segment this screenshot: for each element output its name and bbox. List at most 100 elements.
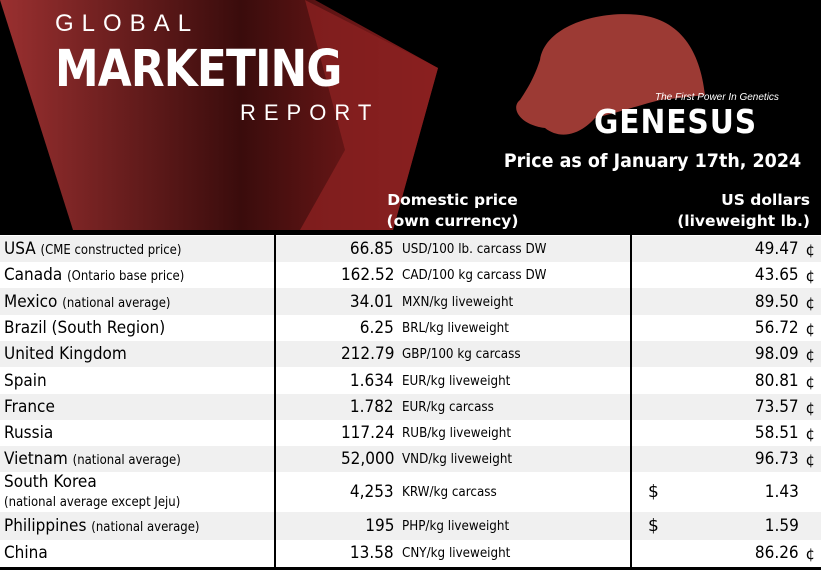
header-line: US dollars — [721, 191, 810, 209]
usd-header: US dollars (liveweight lb.) — [650, 190, 810, 232]
country-name: Russia — [4, 423, 54, 443]
country-cell: Russia — [4, 423, 53, 443]
usd-value: 56.72 — [755, 318, 799, 338]
table-row: Mexico (national average) 34.01 MXN/kg liv… — [0, 288, 821, 315]
table-row: Philippines (national average) 195 PHP/kg … — [0, 512, 821, 540]
usd-value: 96.73 — [755, 449, 799, 469]
table-row: France 1.782 EUR/kg carcass 73.57 ¢ — [0, 394, 821, 420]
domestic-price: 117.24 — [340, 423, 394, 443]
country-name: Mexico — [4, 291, 58, 312]
domestic-price: 1.634 — [350, 370, 394, 391]
logo-tagline: The First Power In Genetics — [655, 92, 779, 103]
country-note: (national average) — [62, 295, 171, 311]
price-unit: RUB/kg liveweight — [402, 426, 512, 441]
genesus-logo: GENESUS — [594, 102, 758, 141]
cent-sign: ¢ — [805, 372, 815, 391]
column-divider — [630, 235, 632, 567]
cent-sign: ¢ — [805, 241, 815, 259]
country-cell: Canada (Ontario base price) — [4, 265, 184, 285]
dollar-sign: $ — [648, 482, 659, 502]
usd-value: 89.50 — [755, 291, 799, 312]
header-line: (liveweight lb.) — [677, 212, 810, 230]
table-row: China 13.58 CNY/kg liveweight 86.26 ¢ — [0, 540, 821, 566]
price-unit: BRL/kg liveweight — [402, 321, 509, 336]
country-name: Canada — [4, 265, 63, 285]
country-name: USA — [4, 239, 36, 259]
table-row: Canada (Ontario base price) 162.52 CAD/100… — [0, 262, 821, 288]
dollar-sign: $ — [648, 516, 659, 536]
domestic-price: 1.782 — [350, 397, 394, 417]
cent-sign: ¢ — [805, 293, 815, 312]
usd-value: 43.65 — [755, 265, 799, 285]
country-note: (national average except Jeju) — [4, 495, 181, 510]
table-row: United Kingdom 212.79 GBP/100 kg carcass 9… — [0, 341, 821, 367]
domestic-price: 4,253 — [350, 482, 394, 502]
price-unit: CNY/kg liveweight — [402, 546, 511, 561]
country-name: Philippines — [4, 516, 87, 536]
table-row: Brazil (South Region) 6.25 BRL/kg livewei… — [0, 315, 821, 341]
domestic-price: 195 — [364, 516, 394, 536]
brand-marketing: MARKETING — [55, 40, 342, 99]
header-line: (own currency) — [386, 212, 519, 230]
cent-sign: ¢ — [805, 346, 815, 364]
country-name: Spain — [4, 370, 47, 391]
price-unit: KRW/kg carcass — [402, 485, 497, 500]
domestic-price: 66.85 — [350, 239, 394, 259]
price-unit: PHP/kg liveweight — [402, 519, 510, 534]
table-row: South Korea (national average except Jeju… — [0, 472, 821, 512]
country-note: (national average) — [72, 453, 181, 468]
usd-value: 1.43 — [764, 482, 799, 502]
column-divider — [274, 235, 276, 567]
price-unit: MXN/kg liveweight — [402, 294, 514, 310]
price-date: Price as of January 17th, 2024 — [503, 150, 801, 172]
boar-logo-icon — [516, 14, 705, 135]
table-row: Russia 117.24 RUB/kg liveweight 58.51 ¢ — [0, 420, 821, 446]
country-cell: United Kingdom — [4, 344, 127, 364]
country-cell: USA (CME constructed price) — [4, 239, 181, 259]
country-cell: Vietnam (national average) — [4, 449, 181, 469]
domestic-price: 212.79 — [340, 344, 394, 364]
domestic-price: 13.58 — [350, 543, 394, 563]
report-header: GLOBAL MARKETING REPORT The First Power … — [0, 0, 821, 234]
price-table: USA (CME constructed price) 66.85 USD/100 … — [0, 235, 821, 567]
country-name: Vietnam — [4, 449, 68, 469]
country-cell: China — [4, 543, 48, 563]
cent-sign: ¢ — [805, 545, 815, 563]
cent-sign: ¢ — [805, 320, 815, 338]
cent-sign: ¢ — [805, 451, 815, 469]
usd-value: 80.81 — [755, 370, 799, 391]
price-unit: EUR/kg liveweight — [402, 373, 511, 389]
country-note: (Ontario base price) — [67, 269, 185, 284]
cent-sign: ¢ — [805, 425, 815, 443]
price-unit: EUR/kg carcass — [402, 400, 494, 415]
domestic-price: 6.25 — [359, 318, 394, 338]
banner-graphic — [0, 0, 705, 230]
price-unit: VND/kg liveweight — [402, 452, 513, 467]
domestic-price: 34.01 — [350, 291, 394, 312]
country-cell: Philippines (national average) — [4, 516, 199, 536]
country-name: South Korea — [4, 472, 97, 492]
cent-sign: ¢ — [805, 399, 815, 417]
price-unit: GBP/100 kg carcass — [402, 347, 521, 362]
country-name: United Kingdom — [4, 344, 127, 364]
country-cell: South Korea (national average except Jeju… — [4, 473, 180, 512]
country-name: France — [4, 397, 55, 417]
country-note: (national average) — [91, 520, 200, 535]
table-row: Spain 1.634 EUR/kg liveweight 80.81 ¢ — [0, 367, 821, 394]
domestic-price-header: Domestic price (own currency) — [360, 190, 545, 232]
country-cell: Mexico (national average) — [4, 292, 170, 312]
usd-value: 58.51 — [755, 423, 799, 443]
country-name: Brazil (South Region) — [4, 318, 166, 338]
cent-sign: ¢ — [805, 267, 815, 285]
price-unit: CAD/100 kg carcass DW — [402, 268, 547, 283]
usd-value: 98.09 — [755, 344, 799, 364]
usd-value: 73.57 — [755, 397, 799, 417]
domestic-price: 162.52 — [340, 265, 394, 285]
usd-value: 1.59 — [764, 516, 799, 536]
header-line: Domestic price — [387, 191, 518, 209]
usd-value: 49.47 — [755, 239, 799, 259]
country-cell: France — [4, 397, 55, 417]
brand-global: GLOBAL — [55, 10, 200, 37]
table-row: USA (CME constructed price) 66.85 USD/100 … — [0, 236, 821, 262]
brand-report: REPORT — [240, 100, 380, 125]
